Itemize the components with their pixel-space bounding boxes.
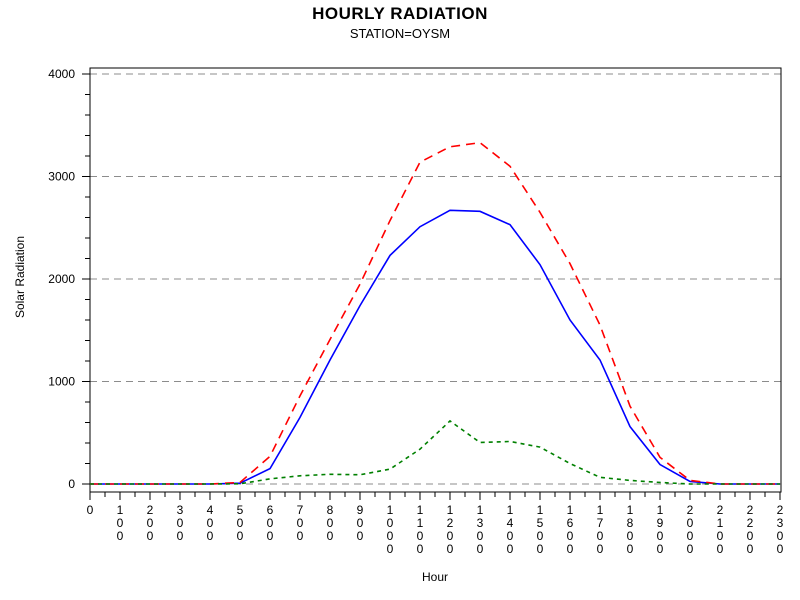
series-green-dashed (90, 419, 780, 485)
y-tick-label: 1000 (48, 375, 75, 389)
y-tick-label: 2000 (48, 272, 75, 286)
chart-subtitle: STATION=OYSM (349, 26, 451, 41)
series-blue-solid (90, 209, 780, 485)
x-axis-title: Hour (421, 570, 449, 584)
y-tick-label: 0 (68, 477, 75, 491)
series-red-dashed (90, 141, 780, 485)
plot-frame (89, 67, 782, 493)
x-tick-label: 0 (87, 503, 94, 517)
chart-title: HOURLY RADIATION (312, 4, 488, 23)
y-tick-label: 3000 (48, 170, 75, 184)
y-tick-label: 4000 (48, 67, 75, 81)
